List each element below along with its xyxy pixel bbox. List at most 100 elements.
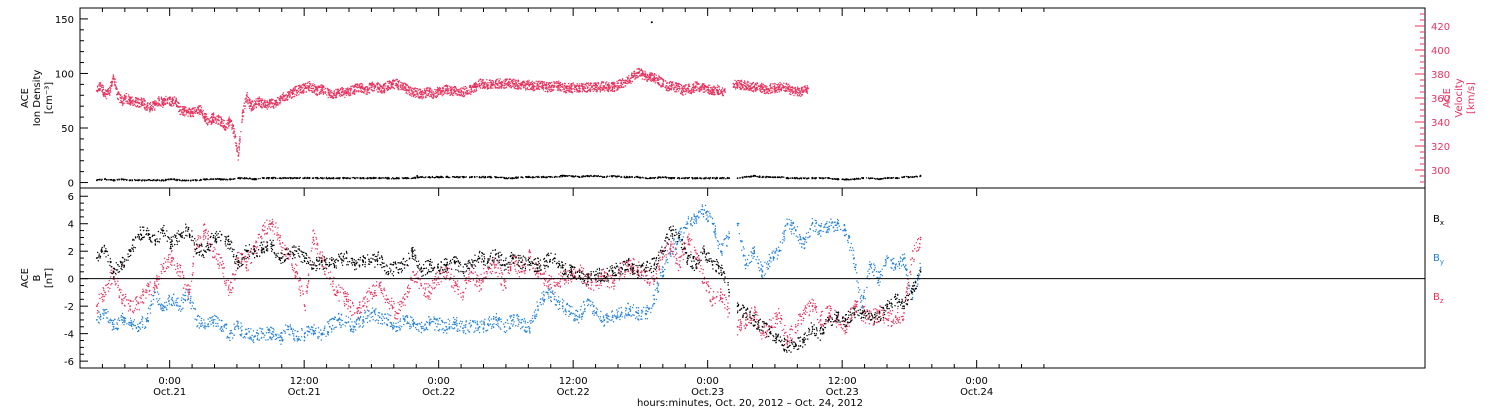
velocity-sample <box>362 92 365 94</box>
velocity-sample <box>103 92 105 95</box>
velocity-sample <box>244 98 246 100</box>
velocity-sample <box>437 93 439 95</box>
velocity-sample <box>653 76 656 78</box>
density-sample <box>396 177 398 180</box>
velocity-sample <box>584 87 586 90</box>
velocity-sample <box>117 91 120 93</box>
velocity-sample <box>596 89 598 92</box>
velocity-sample <box>425 91 427 94</box>
velocity-sample <box>475 85 478 88</box>
velocity-sample <box>749 82 751 84</box>
velocity-sample <box>720 91 722 93</box>
velocity-sample <box>132 99 135 101</box>
velocity-sample <box>785 88 787 90</box>
velocity-sample <box>721 88 723 91</box>
density-sample <box>159 180 161 182</box>
velocity-sample <box>496 79 498 81</box>
velocity-sample <box>446 87 449 89</box>
velocity-sample <box>475 82 477 85</box>
bottom-panel-frame <box>79 187 1426 369</box>
velocity-sample <box>678 83 681 85</box>
velocity-sample <box>584 83 587 86</box>
velocity-sample <box>771 92 773 94</box>
density-sample <box>178 179 180 181</box>
density-sample <box>469 176 471 178</box>
velocity-sample <box>400 81 402 84</box>
velocity-sample <box>596 84 598 87</box>
velocity-sample <box>465 87 467 90</box>
velocity-sample <box>280 96 283 98</box>
velocity-sample <box>534 82 536 84</box>
velocity-sample <box>780 90 782 92</box>
velocity-sample <box>519 83 522 85</box>
velocity-sample <box>582 86 584 88</box>
density-sample <box>172 178 175 180</box>
velocity-sample <box>172 96 174 99</box>
velocity-sample <box>120 99 122 102</box>
velocity-sample <box>553 89 555 91</box>
velocity-sample <box>307 87 310 89</box>
velocity-sample <box>708 90 710 93</box>
density-sample <box>271 177 273 179</box>
velocity-sample <box>551 81 553 84</box>
velocity-sample <box>554 81 556 83</box>
density-point <box>145 179 148 182</box>
velocity-sample <box>781 87 783 89</box>
density-sample <box>464 176 466 178</box>
density-sample <box>379 178 381 180</box>
velocity-sample <box>641 78 643 80</box>
velocity-sample <box>129 100 131 102</box>
velocity-sample <box>776 83 778 86</box>
velocity-sample <box>786 86 788 88</box>
density-sample <box>579 176 581 179</box>
density-sample <box>333 178 335 180</box>
velocity-sample <box>578 86 581 88</box>
velocity-sample <box>258 97 261 100</box>
velocity-sample <box>292 91 294 94</box>
velocity-sample <box>801 89 803 91</box>
top-left-tick-label: 100 <box>55 69 74 80</box>
x-tick-time: 0:00 <box>427 376 449 387</box>
velocity-sample <box>209 119 211 122</box>
density-sample <box>398 177 400 179</box>
density-sample <box>649 177 651 179</box>
density-sample <box>390 178 393 180</box>
velocity-sample <box>410 92 412 95</box>
velocity-sample <box>439 86 441 89</box>
velocity-sample <box>140 105 143 107</box>
velocity-sample <box>123 94 126 96</box>
velocity-sample <box>99 82 102 84</box>
velocity-sample <box>114 80 116 83</box>
density-sample <box>323 177 325 179</box>
velocity-sample <box>645 78 647 80</box>
velocity-sample <box>479 87 482 89</box>
velocity-sample <box>681 87 684 90</box>
velocity-sample <box>630 82 632 85</box>
density-sample <box>588 175 590 178</box>
velocity-sample <box>147 107 150 109</box>
velocity-sample <box>313 90 316 93</box>
density-sample <box>299 176 301 179</box>
density-sample <box>478 176 481 178</box>
density-sample <box>101 178 103 181</box>
velocity-sample <box>408 88 411 90</box>
velocity-sample <box>190 112 193 114</box>
velocity-sample <box>358 84 361 86</box>
velocity-sample <box>708 84 710 86</box>
velocity-sample <box>261 107 263 109</box>
density-sample <box>642 177 644 179</box>
velocity-sample <box>577 84 579 87</box>
velocity-sample <box>305 86 307 89</box>
density-sample <box>652 177 655 179</box>
density-sample <box>328 177 330 179</box>
velocity-sample <box>769 84 772 86</box>
density-sample <box>419 176 421 178</box>
velocity-sample <box>368 88 370 90</box>
velocity-sample <box>186 109 188 112</box>
velocity-sample <box>469 91 471 93</box>
velocity-sample <box>416 91 418 93</box>
velocity-sample <box>681 93 683 96</box>
velocity-sample <box>687 87 690 90</box>
velocity-sample <box>528 79 530 82</box>
